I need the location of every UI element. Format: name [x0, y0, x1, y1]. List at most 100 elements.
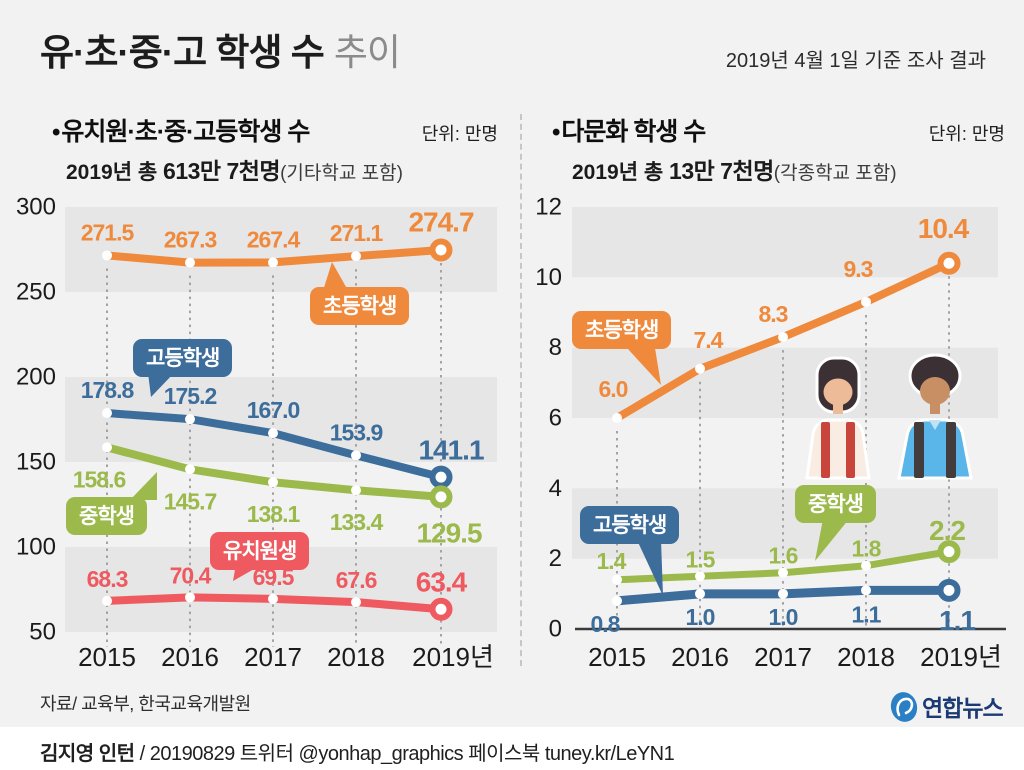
value-label: 141.1: [418, 435, 483, 466]
bubble-tail: [148, 373, 174, 397]
point-marker: [861, 585, 871, 596]
girl-illustration: [805, 356, 871, 480]
left-chart-title-text: 유치원·초·중·고등학생 수: [61, 118, 310, 146]
point-marker: [695, 571, 705, 582]
bubble-tail: [637, 540, 663, 596]
bubble-tail: [815, 519, 849, 561]
yonhap-logo-icon: [890, 692, 918, 722]
point-marker: [268, 477, 278, 488]
legend-bubble-elementary-left: 초등학생: [310, 287, 410, 325]
grid-band: [572, 207, 998, 278]
legend-label: 고등학생: [593, 514, 667, 537]
y-tick-label: 0: [549, 616, 562, 643]
legend-bubble-middle-right: 중학생: [795, 485, 876, 523]
value-label: 67.6: [336, 567, 377, 593]
right-chart-unit: 단위: 만명: [928, 124, 1005, 144]
point-marker: [351, 485, 361, 496]
x-tick-label: 2019년: [412, 642, 494, 672]
y-tick-label: 6: [549, 405, 562, 432]
point-marker: [268, 428, 278, 439]
point-marker: [778, 567, 788, 578]
point-marker: [268, 257, 278, 268]
point-marker-final: [429, 238, 453, 262]
y-tick-label: 200: [16, 364, 56, 391]
point-marker: [102, 442, 112, 453]
legend-label: 유치원생: [223, 540, 297, 563]
x-tick-label: 2016: [161, 642, 219, 672]
point-marker: [102, 408, 112, 419]
legend-bubble-kindergarten: 유치원생: [210, 532, 310, 570]
value-label: 0.8: [591, 611, 621, 637]
value-label: 1.1: [852, 601, 882, 627]
yonhap-logo-text: 연합뉴스: [922, 695, 1003, 721]
y-tick-label: 8: [549, 334, 562, 361]
point-marker: [102, 595, 112, 606]
credit-contacts: / 20190829 트위터 @yonhap_graphics 페이스북 tun…: [134, 743, 675, 765]
y-tick-label: 300: [16, 194, 56, 221]
right-chart-subtitle: 2019년 총 13만 7천명(각종학교 포함): [572, 152, 897, 186]
y-tick-label: 100: [16, 534, 56, 561]
page-title: 유·초·중·고 학생 수 추이: [40, 22, 401, 76]
value-label: 267.3: [164, 227, 217, 253]
y-tick-label: 250: [16, 279, 56, 306]
left-chart-unit: 단위: 만명: [421, 124, 498, 144]
value-label: 1.0: [769, 604, 798, 630]
point-marker: [185, 464, 195, 475]
value-label: 153.9: [330, 419, 383, 445]
left-chart-title: •유치원·초·중·고등학생 수: [52, 112, 310, 148]
panel-divider: [520, 114, 522, 666]
point-marker-final: [429, 485, 453, 509]
point-marker: [861, 560, 871, 571]
x-tick-label: 2017: [754, 642, 812, 672]
value-label: 1.1: [939, 605, 975, 636]
legend-label: 중학생: [79, 505, 135, 528]
bullet-icon: •: [552, 119, 560, 146]
left-subtitle-prefix: 2019년 총: [66, 161, 164, 184]
point-marker: [268, 593, 278, 604]
x-tick-label: 2015: [78, 642, 136, 672]
point-marker: [778, 588, 788, 599]
value-label: 267.4: [247, 226, 301, 252]
value-label: 167.0: [247, 397, 300, 423]
legend-bubble-highschool-left: 고등학생: [133, 339, 233, 377]
point-marker: [612, 574, 622, 585]
point-marker: [778, 332, 788, 343]
x-tick-label: 2016: [671, 642, 729, 672]
y-tick-label: 12: [535, 194, 562, 221]
x-tick-label: 2015: [588, 642, 646, 672]
bullet-icon: •: [52, 119, 60, 146]
legend-label: 중학생: [808, 493, 864, 516]
value-label: 175.2: [164, 383, 217, 409]
value-label: 1.5: [686, 546, 716, 572]
bubble-tail: [322, 262, 350, 294]
value-label: 70.4: [170, 562, 212, 588]
point-marker: [612, 595, 622, 606]
x-tick-label: 2018: [327, 642, 385, 672]
value-label: 8.3: [759, 301, 788, 327]
y-tick-label: 10: [535, 264, 562, 291]
y-tick-label: 4: [549, 475, 562, 502]
right-chart-title: •다문화 학생 수: [552, 112, 706, 148]
data-source: 자료/ 교육부, 한국교육개발원: [40, 694, 251, 714]
right-subtitle-prefix: 2019년 총: [572, 161, 670, 184]
left-subtitle-note: (기타학교 포함): [280, 163, 403, 184]
point-marker-final: [429, 465, 453, 489]
x-tick-label: 2019년: [920, 642, 1002, 672]
value-label: 1.8: [852, 536, 882, 562]
point-marker-final: [937, 251, 961, 275]
y-tick-label: 2: [549, 545, 562, 572]
left-chart-subtitle: 2019년 총 613만 7천명(기타학교 포함): [66, 152, 403, 186]
point-marker-final: [429, 597, 453, 621]
point-marker: [102, 250, 112, 261]
value-label: 1.6: [769, 543, 798, 569]
value-label: 274.7: [408, 207, 473, 238]
yonhap-logo: 연합뉴스: [890, 692, 1004, 722]
right-subtitle-note: (각종학교 포함): [773, 163, 897, 184]
page-title-main: 유·초·중·고 학생 수: [40, 32, 325, 73]
value-label: 7.4: [694, 327, 724, 353]
legend-label: 초등학생: [585, 319, 659, 342]
value-label: 1.0: [686, 604, 715, 630]
value-label: 178.8: [81, 377, 135, 403]
point-marker: [351, 597, 361, 608]
right-subtitle-total: 13만 7천명: [669, 158, 774, 184]
